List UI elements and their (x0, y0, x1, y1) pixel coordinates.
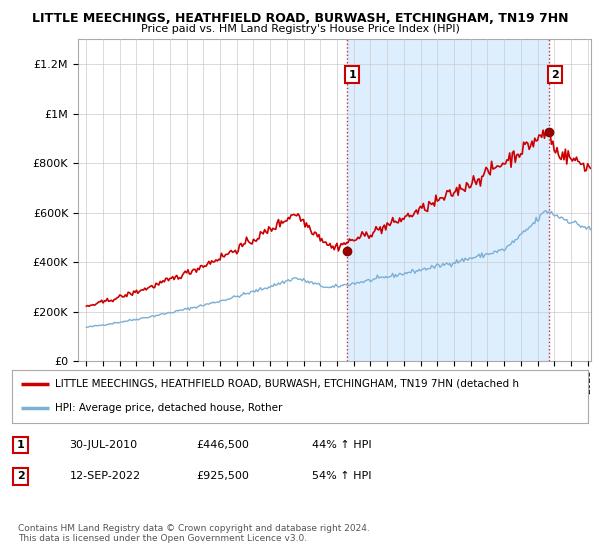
Text: LITTLE MEECHINGS, HEATHFIELD ROAD, BURWASH, ETCHINGHAM, TN19 7HN (detached h: LITTLE MEECHINGS, HEATHFIELD ROAD, BURWA… (55, 379, 519, 389)
Text: £925,500: £925,500 (196, 472, 249, 482)
Text: £446,500: £446,500 (196, 440, 249, 450)
Text: 2: 2 (551, 69, 559, 80)
Text: 30-JUL-2010: 30-JUL-2010 (70, 440, 138, 450)
Text: 44% ↑ HPI: 44% ↑ HPI (311, 440, 371, 450)
Text: 1: 1 (17, 440, 25, 450)
Text: HPI: Average price, detached house, Rother: HPI: Average price, detached house, Roth… (55, 403, 283, 413)
Text: LITTLE MEECHINGS, HEATHFIELD ROAD, BURWASH, ETCHINGHAM, TN19 7HN: LITTLE MEECHINGS, HEATHFIELD ROAD, BURWA… (32, 12, 568, 25)
Text: 54% ↑ HPI: 54% ↑ HPI (311, 472, 371, 482)
Text: 1: 1 (349, 69, 356, 80)
Text: 2: 2 (17, 472, 25, 482)
Text: Price paid vs. HM Land Registry's House Price Index (HPI): Price paid vs. HM Land Registry's House … (140, 24, 460, 34)
Text: Contains HM Land Registry data © Crown copyright and database right 2024.
This d: Contains HM Land Registry data © Crown c… (18, 524, 370, 543)
Bar (347, 39, 549, 361)
Text: 12-SEP-2022: 12-SEP-2022 (70, 472, 141, 482)
